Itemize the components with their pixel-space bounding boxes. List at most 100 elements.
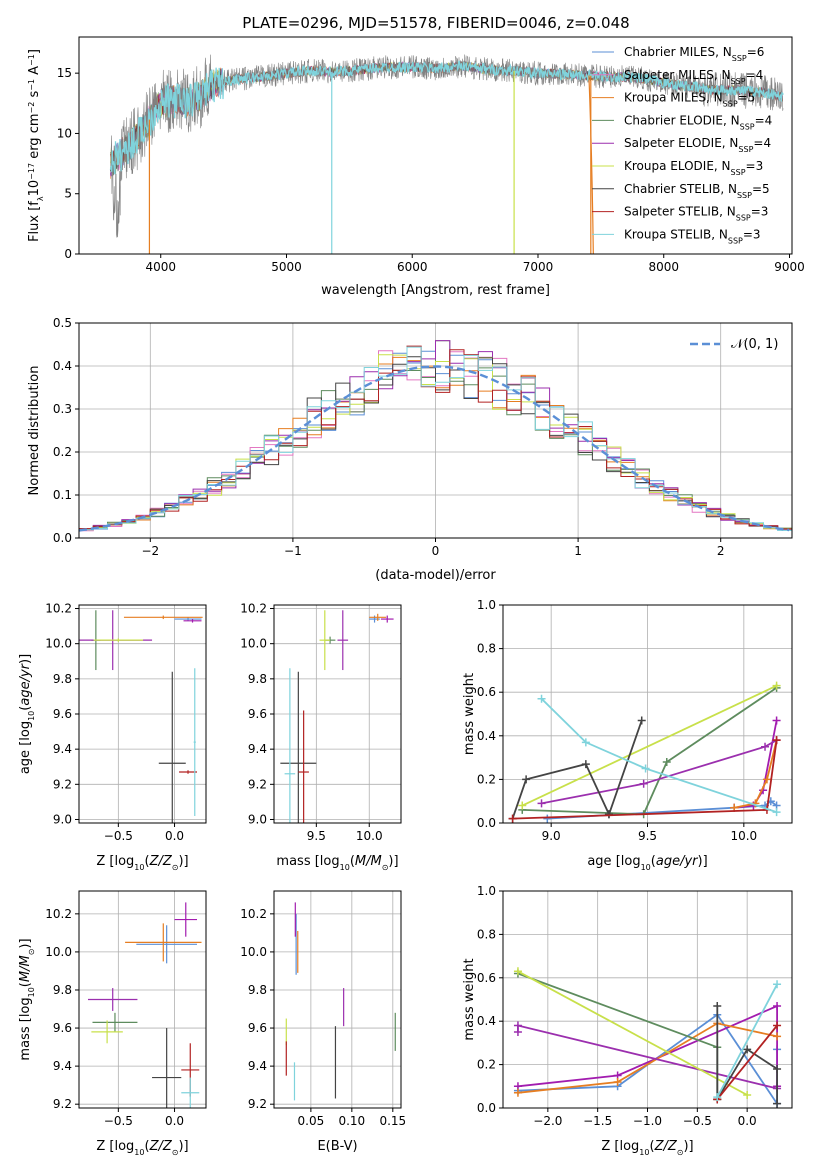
- weight-marker: [522, 775, 531, 784]
- y-tick-label: 10.0: [240, 637, 267, 651]
- y-tick-label: 9.0: [53, 812, 72, 826]
- x-tick-label: 1: [574, 544, 582, 558]
- weight-marker: [537, 799, 546, 808]
- y-tick-label: 1.0: [477, 598, 496, 612]
- weight-lines: [508, 681, 781, 823]
- histogram-steps: [79, 340, 792, 533]
- axes-frame: [78, 36, 793, 255]
- x-tick-label: 0.15: [379, 1114, 406, 1128]
- x-tick-label: 0.0: [165, 1114, 184, 1128]
- x-axis-label: age [log10(age/yr)]: [587, 854, 707, 872]
- y-tick-label: 9.2: [248, 1097, 267, 1111]
- x-axis-label: Z [log10(Z/Z⊙)]: [96, 854, 188, 872]
- weight-marker: [773, 1002, 782, 1011]
- y-tick-label: 9.2: [53, 777, 72, 791]
- y-tick-label: 0.0: [53, 531, 72, 545]
- errorbar-point: [337, 610, 349, 671]
- y-tick-label: 10.0: [240, 945, 267, 959]
- legend-label: 𝒩(0, 1): [731, 337, 778, 352]
- weight-series: [716, 983, 778, 1098]
- weight-marker: [518, 801, 527, 810]
- best-fit-line: [109, 60, 784, 175]
- errorbar-point: [92, 1012, 138, 1032]
- errorbars: [285, 902, 396, 1101]
- legend-label: Kroupa MILES, NSSP=5: [624, 91, 755, 109]
- errorbar-point: [123, 615, 203, 620]
- x-axis-label: Z [log10(Z/Z⊙)]: [601, 1139, 693, 1157]
- x-tick-label: 9000: [774, 260, 805, 274]
- errorbar-point: [91, 1020, 123, 1044]
- errorbar-point: [193, 668, 196, 816]
- weight-marker: [743, 1090, 752, 1099]
- x-tick-label: −1: [284, 544, 302, 558]
- weight-marker: [513, 967, 522, 976]
- panel-age-Z: −0.5 0.0 9.0 9.2 9.4 9.6 9.8 10.0 10.2 Z [log10(Z…: [18, 602, 207, 872]
- x-tick-label: −0.5: [104, 1114, 133, 1128]
- x-tick-label: 7000: [523, 260, 554, 274]
- y-tick-label: 9.4: [248, 1059, 267, 1073]
- weight-series: [517, 970, 748, 1096]
- x-tick-label: 10.0: [730, 829, 757, 843]
- x-tick-label: −1.0: [633, 1114, 662, 1128]
- y-axis-label: Flux [fλ10−17 erg cm−2 s−1 A−1]: [27, 49, 45, 242]
- y-tick-label: 9.4: [53, 1059, 72, 1073]
- y-axis-label: mass [log10(M/M⊙)]: [18, 938, 36, 1060]
- x-tick-label: 0.10: [338, 1114, 365, 1128]
- axes-frame: [273, 890, 402, 1109]
- x-tick-label: 6000: [397, 260, 428, 274]
- y-tick-label: 9.2: [248, 777, 267, 791]
- weight-marker: [662, 757, 671, 766]
- errorbar-point: [183, 619, 202, 623]
- y-tick-label: 9.8: [248, 672, 267, 686]
- y-tick-label: 9.0: [248, 812, 267, 826]
- axes-frame: [273, 604, 402, 824]
- legend-label: Salpeter ELODIE, NSSP=4: [624, 136, 771, 154]
- errorbar-point: [319, 610, 331, 671]
- weight-series: [521, 684, 777, 807]
- panel-mass-EBV: 0.05 0.10 0.15 9.2 9.4 9.6 9.8 10.0 10.2 E(B-V): [240, 890, 406, 1154]
- y-tick-label: 0.4: [53, 359, 72, 373]
- errorbar-point: [174, 902, 198, 937]
- x-tick-label: 9.5: [638, 829, 657, 843]
- errorbar-point: [280, 671, 317, 823]
- weight-marker: [537, 694, 546, 703]
- y-tick-label: 0.2: [477, 772, 496, 786]
- x-tick-label: 9.5: [307, 829, 326, 843]
- y-tick-label: 0.4: [477, 729, 496, 743]
- x-tick-label: −1.5: [583, 1114, 612, 1128]
- histogram-series: [79, 345, 792, 532]
- errorbars: [79, 610, 203, 823]
- errorbar-point: [369, 613, 387, 621]
- legend-label: Kroupa ELODIE, NSSP=3: [624, 159, 763, 177]
- weight-marker: [713, 1093, 722, 1102]
- y-tick-label: 10.2: [240, 602, 267, 616]
- x-tick-label: −2: [141, 544, 159, 558]
- legend: Chabrier MILES, NSSP=6 Salpeter MILES, NS…: [592, 45, 772, 245]
- errorbar-point: [152, 1028, 182, 1108]
- y-tick-label: 10.0: [45, 637, 72, 651]
- weight-series: [540, 698, 777, 813]
- legend-label: Chabrier MILES, NSSP=6: [624, 45, 764, 63]
- weight-series: [716, 1024, 778, 1100]
- spectrum-dropout: [588, 75, 594, 254]
- x-tick-label: 0: [432, 544, 440, 558]
- y-tick-label: 0.3: [53, 402, 72, 416]
- y-tick-label: 9.2: [53, 1097, 72, 1111]
- y-tick-label: 5: [64, 187, 72, 201]
- errorbar-point: [380, 615, 394, 623]
- x-tick-label: −2.0: [533, 1114, 562, 1128]
- y-tick-label: 9.4: [248, 742, 267, 756]
- y-tick-label: 15: [57, 66, 72, 80]
- weight-marker: [773, 1021, 782, 1030]
- weight-marker: [508, 814, 517, 823]
- errorbar-point: [181, 1077, 200, 1108]
- x-tick-label: 0.0: [165, 829, 184, 843]
- errorbar-point: [158, 671, 186, 823]
- y-tick-label: 9.4: [53, 742, 72, 756]
- y-tick-label: 10.2: [45, 602, 72, 616]
- panel-age-mass: 9.5 10.0 9.0 9.2 9.4 9.6 9.8 10.0 10.2 mass [log1…: [240, 602, 402, 872]
- axes-frame: [78, 890, 207, 1109]
- y-tick-label: 10.2: [45, 907, 72, 921]
- figure-title: PLATE=0296, MJD=51578, FIBERID=0046, z=0…: [242, 14, 629, 32]
